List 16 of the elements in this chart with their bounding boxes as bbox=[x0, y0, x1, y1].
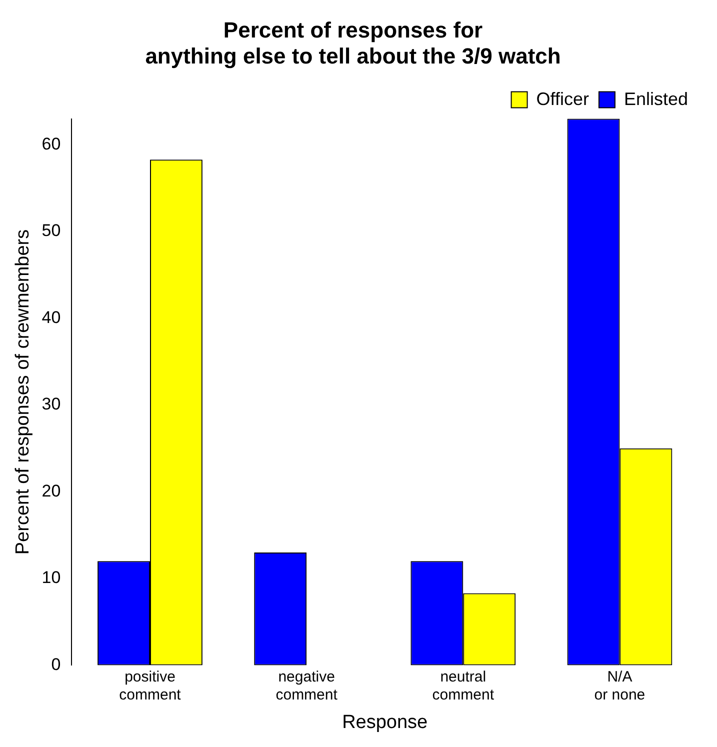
y-tick-label: 30 bbox=[42, 394, 61, 414]
legend-label: Enlisted bbox=[624, 88, 688, 109]
x-tick-label: neutral comment bbox=[432, 668, 495, 704]
x-tick-label: negative comment bbox=[276, 668, 338, 704]
y-axis-title: Percent of responses of crewmembers bbox=[12, 229, 34, 555]
y-tick-label: 60 bbox=[42, 134, 61, 154]
y-tick-label: 20 bbox=[42, 481, 61, 500]
x-tick-label: positive comment bbox=[119, 668, 182, 704]
y-tick-label: 50 bbox=[42, 221, 61, 240]
legend-label: Officer bbox=[536, 88, 589, 109]
y-tick-label: 0 bbox=[51, 654, 61, 674]
chart-title: Percent of responses for anything else to tell about the 3/9 watch bbox=[145, 17, 561, 69]
x-tick-label: N/A or none bbox=[594, 668, 646, 704]
y-tick-label: 10 bbox=[42, 568, 61, 588]
y-tick-label: 40 bbox=[42, 308, 61, 327]
x-axis-title: Response bbox=[342, 712, 428, 733]
